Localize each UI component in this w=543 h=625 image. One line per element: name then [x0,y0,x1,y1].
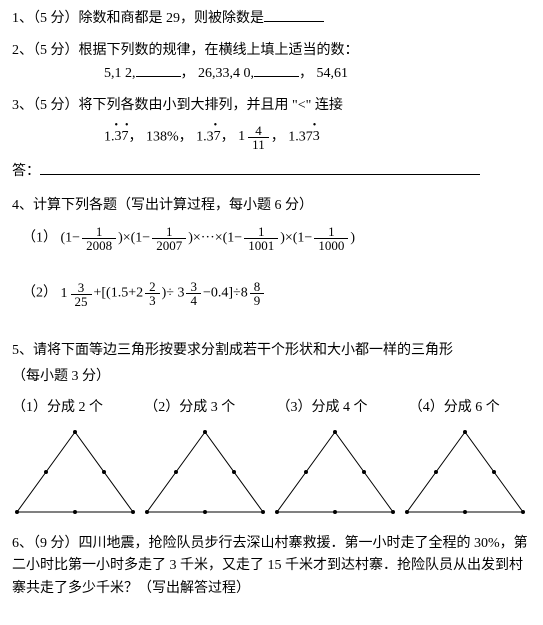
q2-blank-1 [136,63,181,77]
q2-seq-c: ， 54,61 [299,66,348,81]
q4-f3d: 1001 [244,239,278,252]
q4-f3n: 1 [244,225,278,239]
question-5: 5、请将下面等边三角形按要求分割成若干个形状和大小都一样的三角形 （每小题 3 … [12,340,531,517]
q4-p1-label: （1） [22,231,57,246]
q3-answer-blank [40,161,480,175]
q4-p1-e: ) [350,231,355,246]
q2-seq-a: 5,1 2, [104,66,136,81]
q4-f4d: 1000 [314,239,348,252]
q4-f2d: 2007 [152,239,186,252]
question-1: 1、（5 分）除数和商都是 29，则被除数是 [12,8,531,30]
q4-m2n: 2 [145,280,160,294]
q5-text: 5、请将下面等边三角形按要求分割成若干个形状和大小都一样的三角形 [12,340,531,362]
q5-opt-4: （4）分成 6 个 [409,397,531,419]
q1-text: 1、（5 分）除数和商都是 29，则被除数是 [12,11,264,26]
q4-m4d: 9 [250,294,265,307]
q4-p2-label: （2） [22,286,57,301]
q4-p2-c: −0.4]÷8 [203,286,248,301]
q2-sequence: 5,1 2, ， 26,33,4 0, ， 54,61 [12,63,531,85]
triangle-3 [272,427,398,517]
q3-n4-dot: 3 [313,126,320,148]
q3-n1-dot: 37 [115,126,129,148]
triangle-2 [142,427,268,517]
q4-p2-b: )÷ 3 [162,286,185,301]
q4-m1n: 3 [71,281,92,295]
triangle-4 [402,427,528,517]
q4-part1: （1） (1−12008)×(1−12007)×···×(1−11001)×(1… [12,225,531,252]
q3-numbers: 1.37， 138%， 1.37， 1411， 1.373 [12,124,531,151]
q5-opt-2: （2）分成 3 个 [144,397,266,419]
triangle-1 [12,427,138,517]
q5-options: （1）分成 2 个 （2）分成 3 个 （3）分成 4 个 （4）分成 6 个 [12,397,531,419]
q1-blank [264,8,324,22]
q3-mixed-den: 11 [248,138,269,151]
q3-n2-dot: 7 [214,126,221,148]
q2-blank-2 [254,63,299,77]
q4-text: 4、计算下列各题（写出计算过程，每小题 6 分） [12,195,531,217]
q4-m2d: 3 [145,294,160,307]
q3-mixed-whole: 1 [238,126,245,148]
q5-triangles [12,427,531,517]
q3-answer: 答： [12,161,531,183]
q3-mixed: 1411 [238,124,271,151]
q2-text: 2、（5 分）根据下列数的规律，在横线上填上适当的数： [12,40,531,62]
q3-n4: ， 1.37 [271,129,313,144]
q4-p1-c: )×···×(1− [188,231,242,246]
q4-f1n: 1 [82,225,116,239]
q3-n3: ， [221,129,239,144]
q4-p2-a: +[(1.5+2 [94,286,144,301]
q3-answer-label: 答： [12,164,40,179]
q3-text: 3、（5 分）将下列各数由小到大排列，并且用 "<" 连接 [12,95,531,117]
q4-p1-b: )×(1− [118,231,150,246]
q4-m4n: 8 [250,280,265,294]
q2-seq-b: ， 26,33,4 0, [181,66,255,81]
q5-opt-3: （3）分成 4 个 [277,397,399,419]
q4-f1d: 2008 [82,239,116,252]
q3-n2: ， 138%， 1.3 [129,129,214,144]
q5-opt-1: （1）分成 2 个 [12,397,134,419]
q4-f4n: 1 [314,225,348,239]
q4-part2: （2） 1325+[(1.5+223)÷ 334−0.4]÷889 [12,280,531,307]
q4-m1w: 1 [61,283,68,305]
question-2: 2、（5 分）根据下列数的规律，在横线上填上适当的数： 5,1 2, ， 26,3… [12,40,531,85]
q5-note: （每小题 3 分） [12,366,531,388]
q4-m3d: 4 [186,294,201,307]
q4-m1d: 25 [71,295,92,308]
question-4: 4、计算下列各题（写出计算过程，每小题 6 分） （1） (1−12008)×(… [12,195,531,308]
q4-p1-d: )×(1− [280,231,312,246]
q3-n1-pre: 1. [104,129,115,144]
q6-text: 6、（9 分）四川地震，抢险队员步行去深山村寨救援．第一小时走了全程的 30%，… [12,533,531,600]
q3-mixed-num: 4 [248,124,269,138]
question-3: 3、（5 分）将下列各数由小到大排列，并且用 "<" 连接 1.37， 138%… [12,95,531,150]
q4-p1-a: (1− [61,231,81,246]
q4-f2n: 1 [152,225,186,239]
question-6: 6、（9 分）四川地震，抢险队员步行去深山村寨救援．第一小时走了全程的 30%，… [12,533,531,600]
q4-m3n: 3 [186,280,201,294]
